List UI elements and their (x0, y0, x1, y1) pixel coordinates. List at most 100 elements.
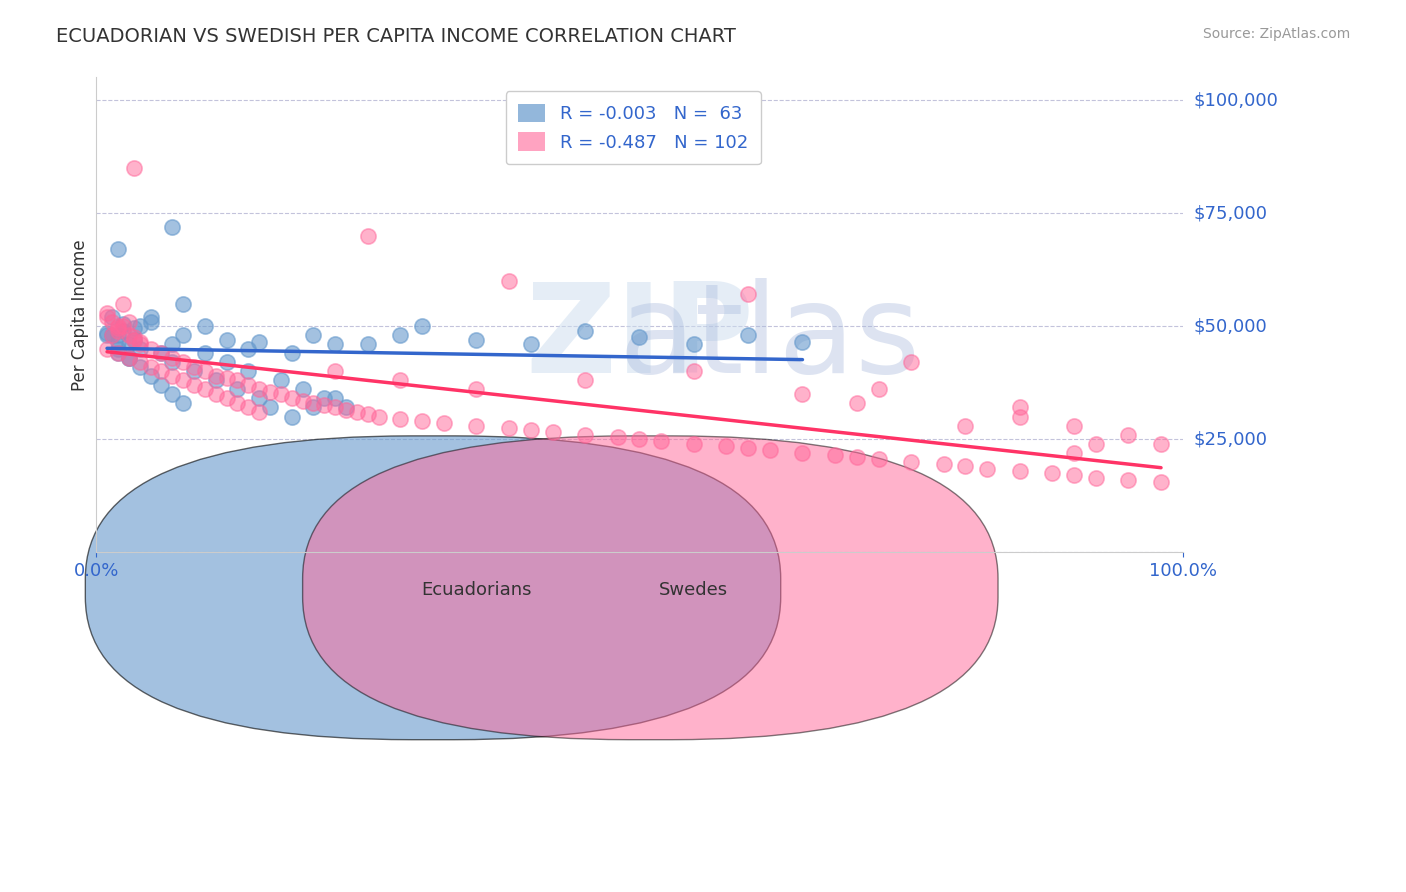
Point (682, 337, 704, 351)
Point (541, 425, 564, 440)
Point (183, 364, 205, 378)
Point (172, 373, 194, 387)
Point (247, 383, 270, 397)
Point (259, 384, 281, 399)
Point (247, 405, 270, 419)
Point (101, 328, 124, 343)
Point (574, 427, 596, 442)
Text: Ecuadorians: Ecuadorians (422, 582, 531, 599)
Point (226, 373, 249, 387)
Point (389, 373, 412, 387)
Point (335, 401, 357, 415)
Point (162, 219, 184, 234)
Point (574, 373, 596, 387)
Point (433, 417, 456, 431)
Point (1063, 468, 1085, 483)
Point (1063, 418, 1085, 433)
Point (139, 342, 162, 356)
Text: ZIP: ZIP (524, 278, 754, 399)
Point (868, 452, 890, 467)
Point (314, 392, 336, 406)
Point (172, 328, 194, 343)
Point (465, 333, 488, 347)
Point (389, 328, 412, 343)
Point (291, 383, 314, 397)
Point (955, 418, 977, 433)
Point (759, 443, 782, 458)
Point (247, 392, 270, 406)
Point (107, 346, 129, 360)
Point (96, 342, 118, 356)
Text: $50,000: $50,000 (1194, 318, 1267, 335)
Point (737, 441, 759, 455)
Point (150, 377, 173, 392)
FancyBboxPatch shape (302, 436, 998, 739)
Point (737, 328, 759, 343)
Point (367, 409, 389, 424)
Point (238, 401, 260, 415)
Point (122, 330, 145, 344)
Point (107, 242, 129, 256)
Point (682, 436, 704, 450)
Text: $75,000: $75,000 (1194, 204, 1268, 222)
Point (122, 321, 145, 335)
Point (112, 324, 135, 338)
Point (150, 346, 173, 360)
Point (112, 317, 135, 331)
Point (183, 377, 205, 392)
Point (172, 355, 194, 369)
Point (194, 364, 217, 378)
Point (976, 461, 998, 475)
Point (226, 396, 249, 410)
Point (1084, 436, 1107, 450)
Point (101, 328, 124, 343)
Point (122, 333, 145, 347)
Point (520, 423, 543, 437)
Point (139, 310, 162, 324)
Point (118, 315, 141, 329)
Point (281, 392, 304, 406)
Point (101, 315, 124, 329)
Point (107, 321, 129, 335)
Point (845, 450, 868, 465)
Point (900, 455, 922, 469)
Point (107, 324, 129, 338)
Point (238, 342, 260, 356)
Point (270, 387, 292, 401)
Point (270, 373, 292, 387)
Point (1084, 470, 1107, 484)
Point (204, 373, 226, 387)
Point (650, 434, 672, 449)
Point (150, 364, 173, 378)
Point (112, 296, 135, 310)
Point (606, 430, 628, 444)
Point (498, 421, 520, 435)
Point (302, 328, 325, 343)
Point (259, 401, 281, 415)
Point (122, 333, 145, 347)
Point (357, 407, 380, 421)
Point (128, 342, 150, 356)
Point (323, 337, 346, 351)
Point (112, 319, 135, 334)
Point (1150, 436, 1173, 450)
Y-axis label: Per Capita Income: Per Capita Income (72, 239, 89, 391)
Point (1063, 446, 1085, 460)
Point (465, 383, 488, 397)
Point (162, 387, 184, 401)
Point (215, 355, 238, 369)
Point (215, 371, 238, 385)
Point (323, 364, 346, 378)
Point (845, 396, 868, 410)
Point (281, 409, 304, 424)
Point (107, 328, 129, 343)
Point (107, 342, 129, 356)
Point (118, 337, 141, 351)
Point (302, 396, 325, 410)
Point (96, 328, 118, 343)
Point (868, 383, 890, 397)
Point (162, 355, 184, 369)
Point (628, 432, 651, 446)
Text: ECUADORIAN VS SWEDISH PER CAPITA INCOME CORRELATION CHART: ECUADORIAN VS SWEDISH PER CAPITA INCOME … (56, 27, 737, 45)
Point (96, 326, 118, 340)
